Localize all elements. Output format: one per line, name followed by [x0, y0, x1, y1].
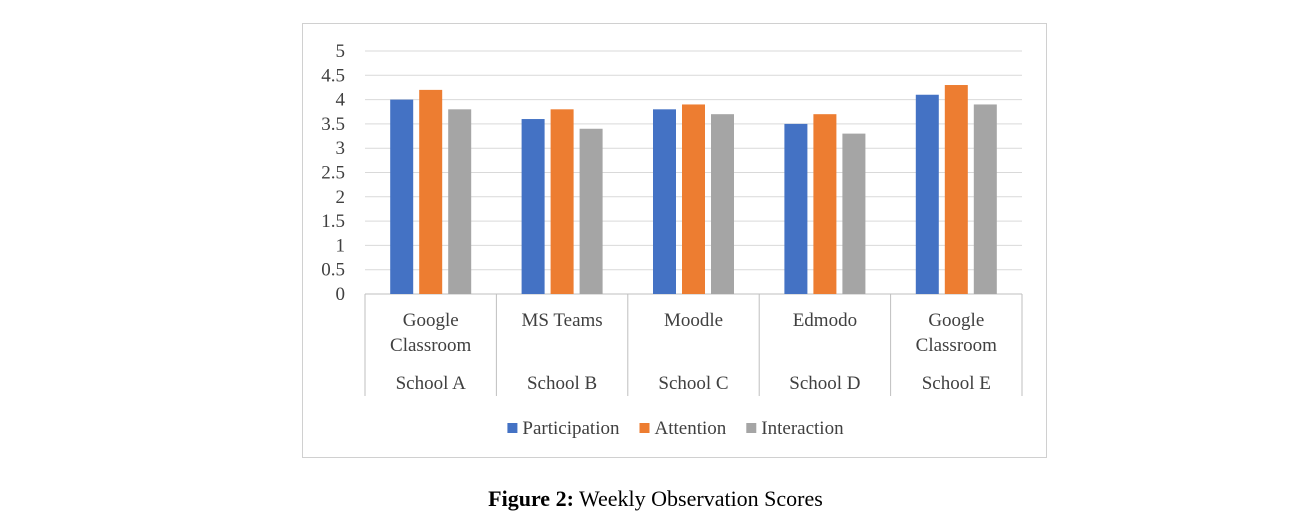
bar-participation [390, 99, 414, 294]
bar-attention [813, 114, 837, 295]
y-tick-label: 2 [336, 187, 346, 208]
legend-swatch [746, 423, 757, 433]
bar-attention [944, 85, 968, 294]
bar-interaction [973, 104, 997, 295]
bar-participation [521, 119, 545, 294]
y-tick-label: 0 [336, 284, 346, 305]
bar-interaction [579, 128, 603, 294]
bar-attention [682, 104, 705, 295]
y-tick-label: 5 [336, 41, 346, 62]
y-tick-label: 2.5 [321, 163, 345, 184]
x-category-label: Edmodo [793, 310, 857, 331]
x-group-label: School E [922, 373, 991, 394]
bar-participation [784, 123, 808, 295]
x-category-label: Classroom [916, 335, 998, 356]
x-category-label: Moodle [664, 310, 723, 331]
x-category-label: Classroom [390, 335, 472, 356]
x-category-label: MS Teams [522, 310, 603, 331]
bar-interaction [711, 114, 734, 295]
bar-attention [550, 109, 574, 294]
legend-swatch [639, 423, 650, 433]
bar-participation [653, 109, 676, 294]
x-category-label: Google [403, 310, 459, 331]
legend-label: Participation [522, 418, 620, 439]
y-tick-label: 0.5 [321, 260, 345, 281]
legend-label: Attention [655, 418, 727, 439]
y-tick-label: 1.5 [321, 211, 345, 232]
legend-label: Interaction [761, 418, 844, 439]
x-group-label: School D [789, 373, 860, 394]
y-tick-label: 4 [336, 90, 346, 111]
x-category-label: Google [928, 310, 984, 331]
bar-attention [419, 89, 443, 294]
x-group-label: School C [658, 373, 728, 394]
y-tick-label: 3 [336, 138, 346, 159]
y-tick-label: 4.5 [321, 65, 345, 86]
y-tick-label: 1 [336, 235, 346, 256]
bar-chart: 0 0.5 1 1.5 2 2.5 3 3.5 4 4.5 5 Google Classroom Scho… [321, 41, 1023, 439]
bar-interaction [448, 109, 472, 294]
bar-participation [915, 94, 939, 295]
caption-text: Weekly Observation Scores [573, 486, 823, 511]
caption-label: Figure 2: [488, 486, 574, 511]
x-group-label: School B [527, 373, 597, 394]
y-tick-label: 3.5 [321, 114, 345, 135]
bar-interaction [842, 133, 866, 294]
legend-swatch [507, 423, 518, 433]
x-group-label: School A [396, 373, 466, 394]
chart-frame: 0 0.5 1 1.5 2 2.5 3 3.5 4 4.5 5 Google Classroom Scho… [302, 23, 1047, 458]
figure-caption: Figure 2: Weekly Observation Scores [0, 486, 1311, 512]
